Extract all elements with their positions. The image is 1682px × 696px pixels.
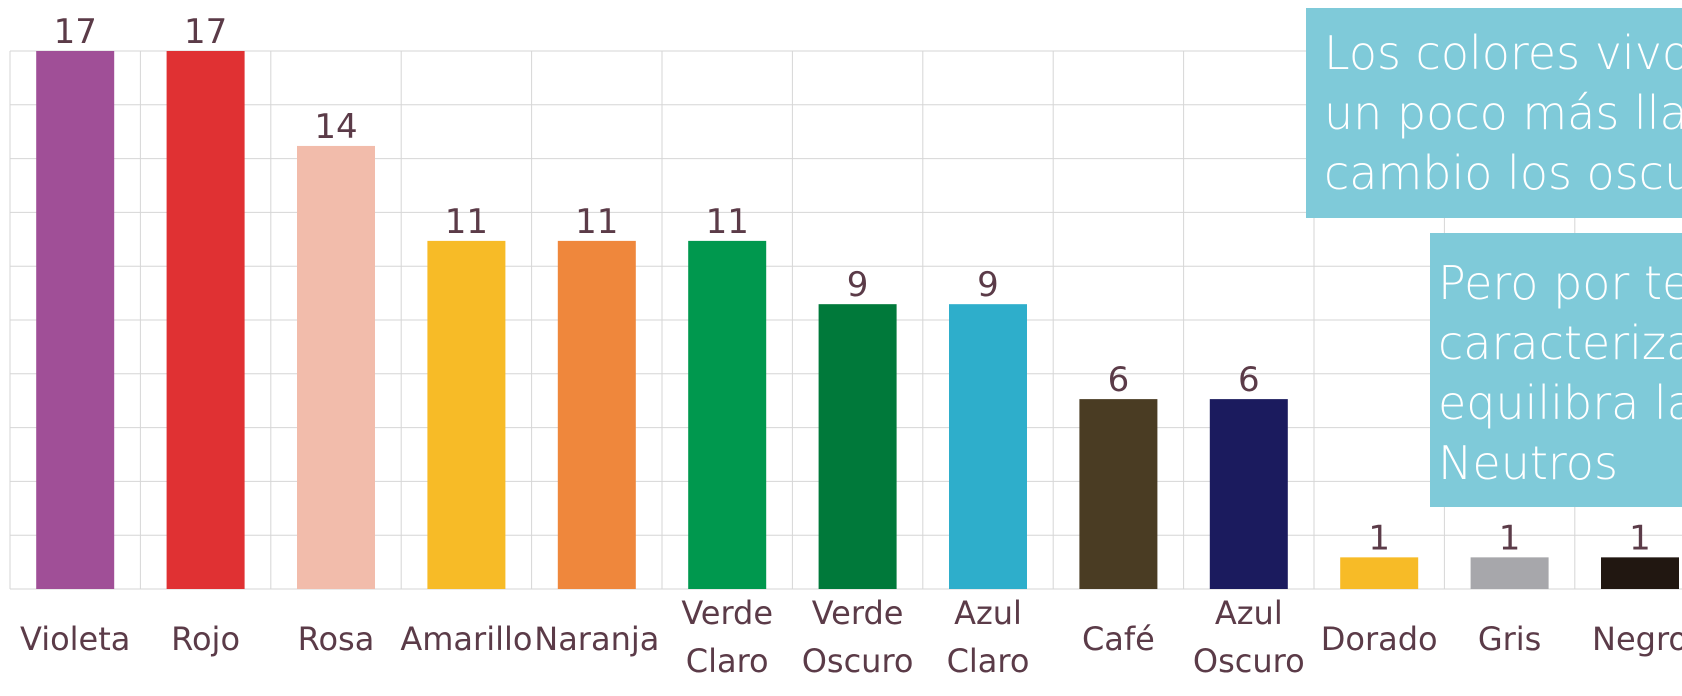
- value-label: 9: [847, 265, 869, 305]
- bar-verde-oscuro: [819, 304, 897, 589]
- value-label: 14: [314, 107, 357, 147]
- bar-dorado: [1340, 557, 1418, 589]
- annotation-callout-2: Pero por tende caracterización equilibra…: [1430, 233, 1682, 507]
- callout-2-line-2: caracterización: [1438, 313, 1682, 373]
- category-label: Naranja: [534, 620, 659, 658]
- category-label: Azul Oscuro: [1193, 594, 1305, 680]
- bar-azul-claro: [949, 304, 1027, 589]
- category-label: Café: [1082, 620, 1155, 658]
- callout-1-line-1: Los colores vivos, brilla: [1324, 23, 1682, 83]
- callout-2-line-1: Pero por tende: [1438, 253, 1682, 313]
- category-label: Violeta: [20, 620, 130, 658]
- category-label: Rojo: [171, 620, 240, 658]
- bar-amarillo: [427, 241, 505, 589]
- category-label: Rosa: [298, 620, 375, 658]
- value-label: 1: [1368, 518, 1390, 558]
- callout-2-line-3: equilibra la cole: [1438, 373, 1682, 433]
- category-label: Verde Claro: [681, 594, 773, 680]
- value-label: 17: [54, 12, 97, 52]
- bar-café: [1079, 399, 1157, 589]
- value-label: 1: [1499, 518, 1521, 558]
- bar-gris: [1471, 557, 1549, 589]
- value-label: 17: [184, 12, 227, 52]
- category-label: Negro: [1592, 620, 1682, 658]
- value-label: 6: [1238, 360, 1260, 400]
- category-label: Amarillo: [400, 620, 532, 658]
- value-label: 11: [445, 202, 488, 242]
- annotation-callout-1: Los colores vivos, brilla un poco más ll…: [1306, 8, 1682, 218]
- category-label: Verde Oscuro: [802, 594, 914, 680]
- category-label: Dorado: [1321, 620, 1438, 658]
- bar-naranja: [558, 241, 636, 589]
- callout-1-line-2: un poco más llamativos: [1324, 83, 1682, 143]
- category-labels: Violeta Rojo Rosa Amarillo Naranja Verde Claro…: [20, 594, 1682, 680]
- bar-rojo: [167, 51, 245, 589]
- value-label: 11: [706, 202, 749, 242]
- bar-rosa: [297, 146, 375, 589]
- value-label: 6: [1108, 360, 1130, 400]
- bar-azul-oscuro: [1210, 399, 1288, 589]
- value-label: 9: [977, 265, 999, 305]
- category-label: Azul Claro: [947, 594, 1030, 680]
- bar-violeta: [36, 51, 114, 589]
- category-label: Gris: [1478, 620, 1542, 658]
- bar-negro: [1601, 557, 1679, 589]
- callout-1-line-3: cambio los oscuros y n: [1324, 143, 1682, 203]
- callout-2-line-4: Neutros: [1438, 433, 1682, 493]
- bar-verde-claro: [688, 241, 766, 589]
- value-label: 1: [1629, 518, 1651, 558]
- value-label: 11: [575, 202, 618, 242]
